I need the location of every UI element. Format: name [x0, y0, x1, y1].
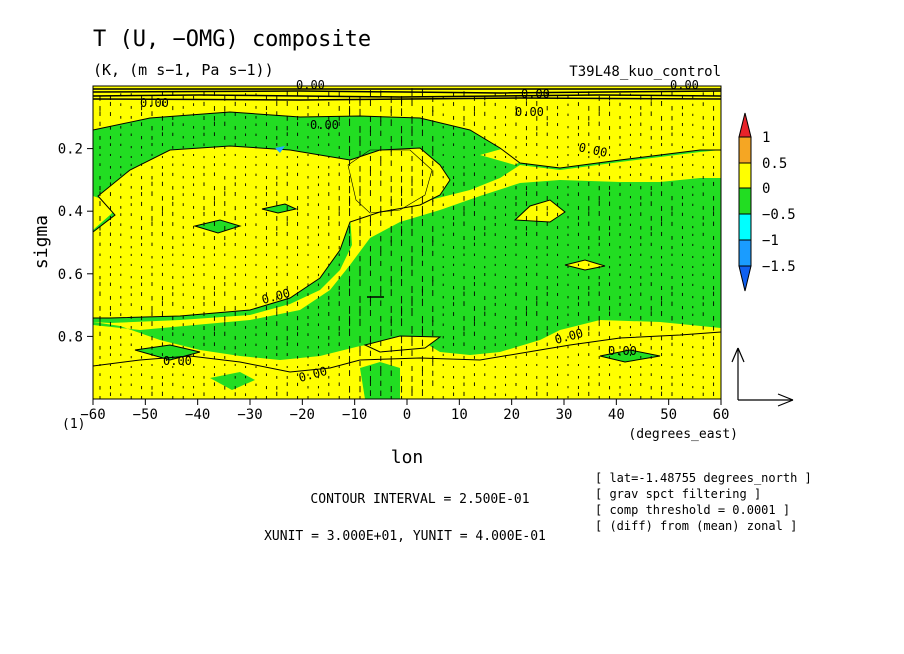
negative-pocket-lower4 [360, 362, 400, 399]
y-tick-label: 0.8 [58, 329, 83, 345]
colorbar-swatch [738, 239, 752, 267]
note-line: [ (diff) from (mean) zonal ] [595, 519, 797, 533]
chart-units: (K, (m s−1, Pa s−1)) [93, 61, 274, 79]
y-tick-label: 0.2 [58, 142, 83, 158]
x-tick-label: 20 [503, 407, 520, 423]
y-tick-label: 0.4 [58, 204, 83, 220]
x-tick-label: 10 [451, 407, 468, 423]
wind-vectors [99, 88, 715, 399]
chart-title: T (U, −OMG) composite [93, 27, 371, 52]
x-tick-label: 0 [403, 407, 411, 423]
contour-label: 0.00 [608, 344, 637, 358]
vector-units: XUNIT = 3.000E+01, YUNIT = 4.000E-01 [264, 529, 546, 544]
colorbar: 1 0.5 0 −0.5 −1 −1.5 [738, 112, 796, 292]
x-tick-label: −30 [237, 407, 262, 423]
colorbar-label: −1.5 [762, 259, 796, 275]
colorbar-label: −0.5 [762, 207, 796, 223]
colorbar-cap-bottom [738, 265, 752, 292]
colorbar-swatch [738, 187, 752, 215]
negative-pocket-lower2 [210, 372, 255, 390]
notes: [ lat=-1.48755 degrees_north ] [ grav sp… [595, 471, 812, 533]
x-axis: −60 −50 −40 −30 −20 −10 0 10 20 30 40 50 60 [80, 399, 729, 423]
positive-pocket-east [515, 200, 565, 222]
x-tick-label: −10 [342, 407, 367, 423]
contour-label: 0.00 [140, 96, 169, 110]
colorbar-cap-top [738, 112, 752, 138]
contour-label: 0.00 [296, 78, 325, 92]
reference-vector [731, 347, 794, 407]
experiment-label: T39L48_kuo_control [569, 64, 721, 80]
x-tick-label: 60 [713, 407, 730, 423]
contour-interval: CONTOUR INTERVAL = 2.500E-01 [310, 492, 529, 507]
y-tick-label: 0.6 [58, 267, 83, 283]
note-line: [ comp threshold = 0.0001 ] [595, 503, 790, 517]
x-tick-label: −40 [185, 407, 210, 423]
top-contours [93, 88, 721, 101]
thin-contour [347, 149, 433, 214]
panel-id: (1) [62, 417, 85, 432]
colorbar-label: 0 [762, 181, 770, 197]
x-tick-label: −50 [133, 407, 158, 423]
colorbar-swatch [738, 162, 752, 189]
x-tick-label: −20 [290, 407, 315, 423]
note-line: [ grav spct filtering ] [595, 487, 761, 501]
contour-label: 0.00 [515, 105, 544, 119]
plot-area [93, 86, 721, 399]
y-axis-title: sigma [31, 215, 52, 269]
x-axis-title: lon [391, 447, 424, 468]
positive-pocket-west [93, 146, 450, 318]
y-axis: 0.2 0.4 0.6 0.8 [58, 142, 93, 345]
contour-label: 0.00 [577, 140, 608, 160]
colorbar-label: −1 [762, 233, 779, 249]
negative-pocket-1 [195, 220, 240, 233]
positive-pocket-ne [480, 148, 540, 165]
colorbar-swatch [738, 136, 752, 164]
colorbar-label: 0.5 [762, 156, 787, 172]
contour-label: 0.00 [310, 118, 339, 132]
colorbar-label: 1 [762, 130, 770, 146]
colorbar-swatch [738, 213, 752, 241]
x-unit-label: (degrees_east) [628, 427, 738, 442]
contour-label: 0.00 [163, 354, 192, 368]
x-tick-label: 40 [608, 407, 625, 423]
note-line: [ lat=-1.48755 degrees_north ] [595, 471, 812, 485]
x-tick-label: 50 [660, 407, 677, 423]
x-tick-label: 30 [556, 407, 573, 423]
positive-region-lower [93, 332, 721, 399]
contour-label: 0.00 [521, 87, 550, 101]
x-tick-label: −60 [80, 407, 105, 423]
negative-pocket-blue [275, 146, 285, 153]
contour-label: 0.00 [670, 78, 699, 92]
